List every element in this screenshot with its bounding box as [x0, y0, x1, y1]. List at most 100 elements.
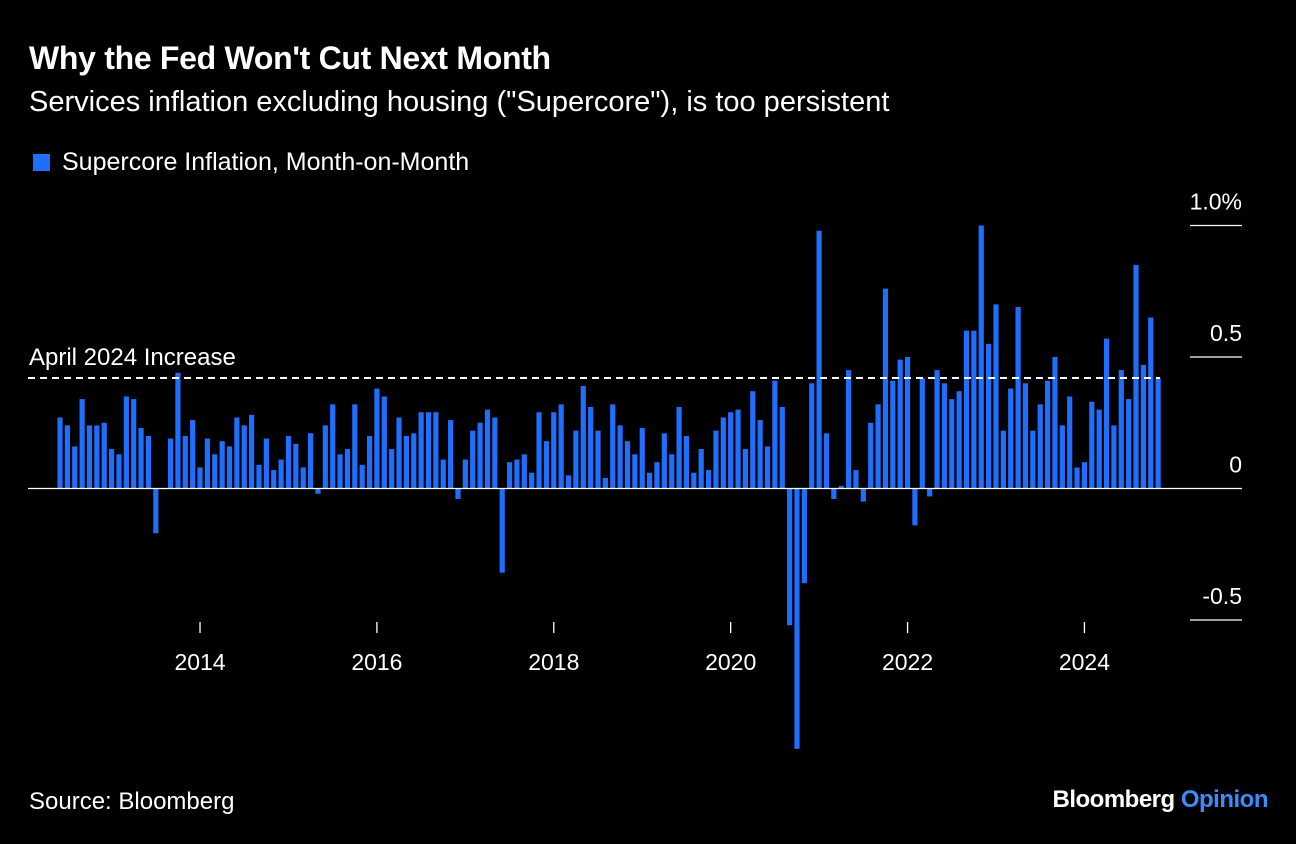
x-tick-label: 2016	[351, 649, 402, 675]
bar	[212, 454, 218, 489]
bar	[1111, 425, 1117, 489]
bar	[588, 406, 594, 489]
bar	[823, 433, 830, 489]
bar	[816, 230, 822, 489]
bar	[971, 330, 977, 489]
bar	[64, 425, 70, 489]
bar	[131, 399, 137, 489]
bar	[956, 391, 962, 489]
bar	[669, 454, 675, 489]
bar	[941, 383, 947, 489]
bar	[543, 441, 550, 489]
bar	[838, 485, 844, 489]
bar	[868, 422, 874, 489]
x-tick-label: 2024	[1059, 649, 1110, 675]
bar	[529, 472, 535, 489]
y-tick-label: 1.0%	[1190, 189, 1242, 215]
brand-logo: Bloomberg Opinion	[1053, 786, 1269, 814]
bar	[617, 425, 623, 489]
bar	[300, 467, 306, 489]
bar	[794, 488, 800, 749]
bar	[831, 488, 837, 500]
bar	[683, 435, 690, 489]
bar	[742, 449, 748, 489]
bar	[639, 428, 645, 489]
bar	[750, 391, 756, 489]
bar	[1074, 467, 1080, 489]
bar	[315, 488, 321, 494]
bar	[1052, 357, 1058, 489]
bar	[882, 288, 889, 489]
bar	[610, 404, 616, 489]
bar	[1037, 404, 1043, 489]
bar	[374, 388, 380, 489]
bar	[661, 433, 667, 489]
bar	[153, 488, 159, 534]
bar	[330, 404, 336, 489]
bar	[352, 404, 358, 489]
bar	[1103, 338, 1110, 489]
bar	[875, 404, 881, 489]
chart-title: Why the Fed Won't Cut Next Month	[29, 40, 551, 76]
bar	[477, 422, 483, 489]
bar	[440, 459, 446, 489]
bar	[691, 472, 697, 489]
y-tick-label: 0	[1229, 452, 1242, 478]
bar	[403, 435, 409, 489]
x-tick-label: 2014	[174, 649, 225, 675]
bar	[1148, 317, 1154, 489]
bar	[116, 454, 122, 489]
bar	[72, 446, 78, 489]
bar	[728, 412, 734, 489]
annotation-label: April 2024 Increase	[29, 344, 236, 371]
bar	[573, 430, 579, 489]
bar	[565, 475, 572, 489]
bar	[676, 406, 682, 489]
bar	[521, 454, 527, 489]
bar	[1008, 388, 1014, 489]
bar	[293, 443, 299, 489]
bar	[1155, 378, 1161, 489]
bar	[411, 433, 417, 489]
bar	[934, 370, 940, 489]
bar	[448, 420, 454, 489]
bar	[234, 417, 240, 489]
chart-subtitle: Services inflation excluding housing ("S…	[29, 86, 890, 118]
bar	[389, 449, 395, 489]
bar	[1096, 409, 1102, 489]
bar	[219, 441, 225, 489]
bar	[514, 459, 520, 489]
bar	[986, 343, 992, 489]
bar	[779, 406, 785, 489]
bar	[632, 454, 638, 489]
legend-swatch	[33, 154, 50, 171]
bar	[904, 357, 911, 489]
bar	[602, 477, 608, 489]
bar	[1081, 462, 1088, 489]
bar	[927, 488, 933, 497]
bar	[308, 433, 314, 489]
bar	[455, 488, 461, 500]
brand-product: Opinion	[1180, 786, 1269, 813]
bar	[787, 488, 793, 626]
bar	[94, 425, 100, 489]
bar	[1000, 430, 1006, 489]
bar	[337, 454, 343, 489]
bar	[484, 409, 491, 489]
bar	[705, 470, 712, 489]
bar	[425, 412, 432, 489]
bar	[197, 467, 203, 489]
bar	[919, 378, 925, 489]
bar	[846, 370, 852, 489]
bar	[1140, 364, 1146, 489]
bar	[801, 488, 807, 584]
bar	[1089, 401, 1095, 489]
bar	[396, 417, 402, 489]
bar	[271, 470, 277, 489]
bar	[462, 459, 468, 489]
bar	[470, 430, 476, 489]
x-tick-label: 2020	[705, 649, 756, 675]
bar	[359, 464, 365, 489]
bar	[558, 404, 564, 489]
bar	[57, 417, 63, 489]
